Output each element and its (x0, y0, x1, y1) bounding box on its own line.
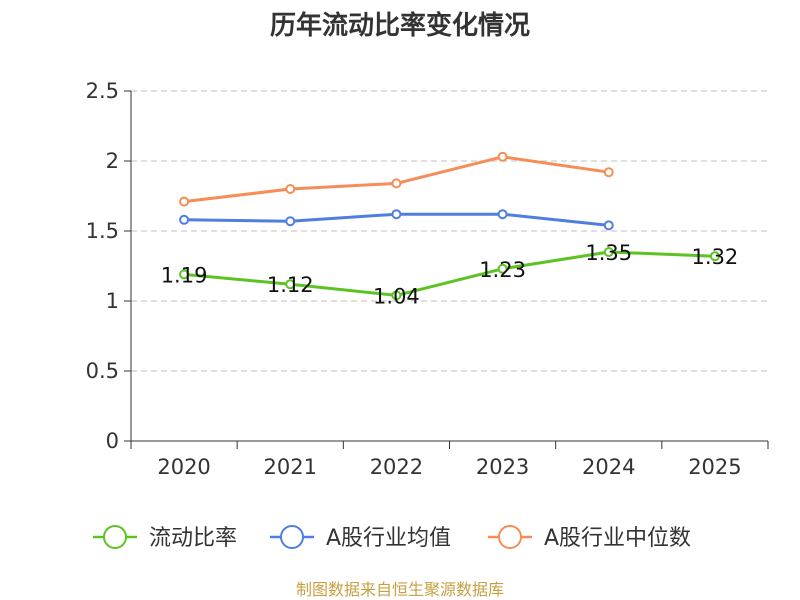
source-note: 制图数据来自恒生聚源数据库 (296, 580, 504, 599)
y-tick-label: 2.5 (86, 79, 119, 103)
legend-item[interactable]: A股行业均值 (270, 525, 451, 551)
data-point[interactable] (285, 279, 296, 290)
data-label: 1.35 (585, 241, 632, 265)
x-tick-label: 2024 (582, 455, 635, 479)
chart-title: 历年流动比率变化情况 (270, 10, 530, 41)
data-label: 1.04 (373, 284, 420, 308)
x-tick-label: 2025 (688, 455, 741, 479)
data-labels: 1.19 1.12 1.04 1.23 1.35 1.32 (161, 241, 739, 308)
y-tick-label: 0 (106, 429, 119, 453)
legend-item[interactable]: 流动比率 (93, 525, 237, 551)
data-point[interactable] (285, 184, 296, 194)
legend-marker (103, 525, 127, 549)
y-tick-label: 2 (106, 149, 119, 173)
y-tick-label: 1 (106, 289, 119, 313)
data-point[interactable] (285, 216, 296, 227)
y-tick-label: 1.5 (86, 219, 119, 243)
x-tick-label: 2021 (264, 455, 317, 479)
data-label: 1.23 (479, 258, 526, 282)
data-point[interactable] (709, 251, 720, 262)
data-point[interactable] (497, 151, 508, 162)
series-layer (179, 151, 720, 301)
y-tick-label: 0.5 (86, 359, 119, 383)
x-tick-label: 2022 (370, 455, 423, 479)
legend-label: A股行业均值 (326, 526, 451, 551)
data-point[interactable] (179, 214, 190, 225)
data-point[interactable] (603, 247, 614, 257)
legend-label: A股行业中位数 (544, 526, 691, 551)
series-line (183, 250, 715, 297)
data-point[interactable] (497, 209, 508, 220)
data-point[interactable] (391, 209, 402, 220)
data-label: 1.19 (161, 263, 208, 287)
legend[interactable]: 流动比率 A股行业均值 A股行业中位数 (93, 525, 691, 551)
legend-marker (280, 525, 304, 549)
x-tick-label: 2020 (157, 455, 210, 479)
data-point[interactable] (391, 290, 402, 301)
grid (131, 90, 768, 372)
data-point[interactable] (603, 220, 614, 231)
data-point[interactable] (179, 196, 190, 207)
data-point[interactable] (391, 178, 402, 189)
data-point[interactable] (497, 263, 508, 274)
x-tick-label: 2023 (476, 455, 529, 479)
data-label: 1.12 (267, 273, 314, 297)
legend-item[interactable]: A股行业中位数 (488, 525, 691, 551)
axes: 0 0.5 1 1.5 2 2.5 2020 2021 2022 2023 2024 2025 (86, 79, 769, 479)
data-point[interactable] (179, 269, 190, 280)
legend-label: 流动比率 (149, 526, 237, 551)
data-point[interactable] (603, 167, 614, 178)
data-label: 1.32 (692, 245, 739, 269)
legend-marker (498, 525, 522, 549)
